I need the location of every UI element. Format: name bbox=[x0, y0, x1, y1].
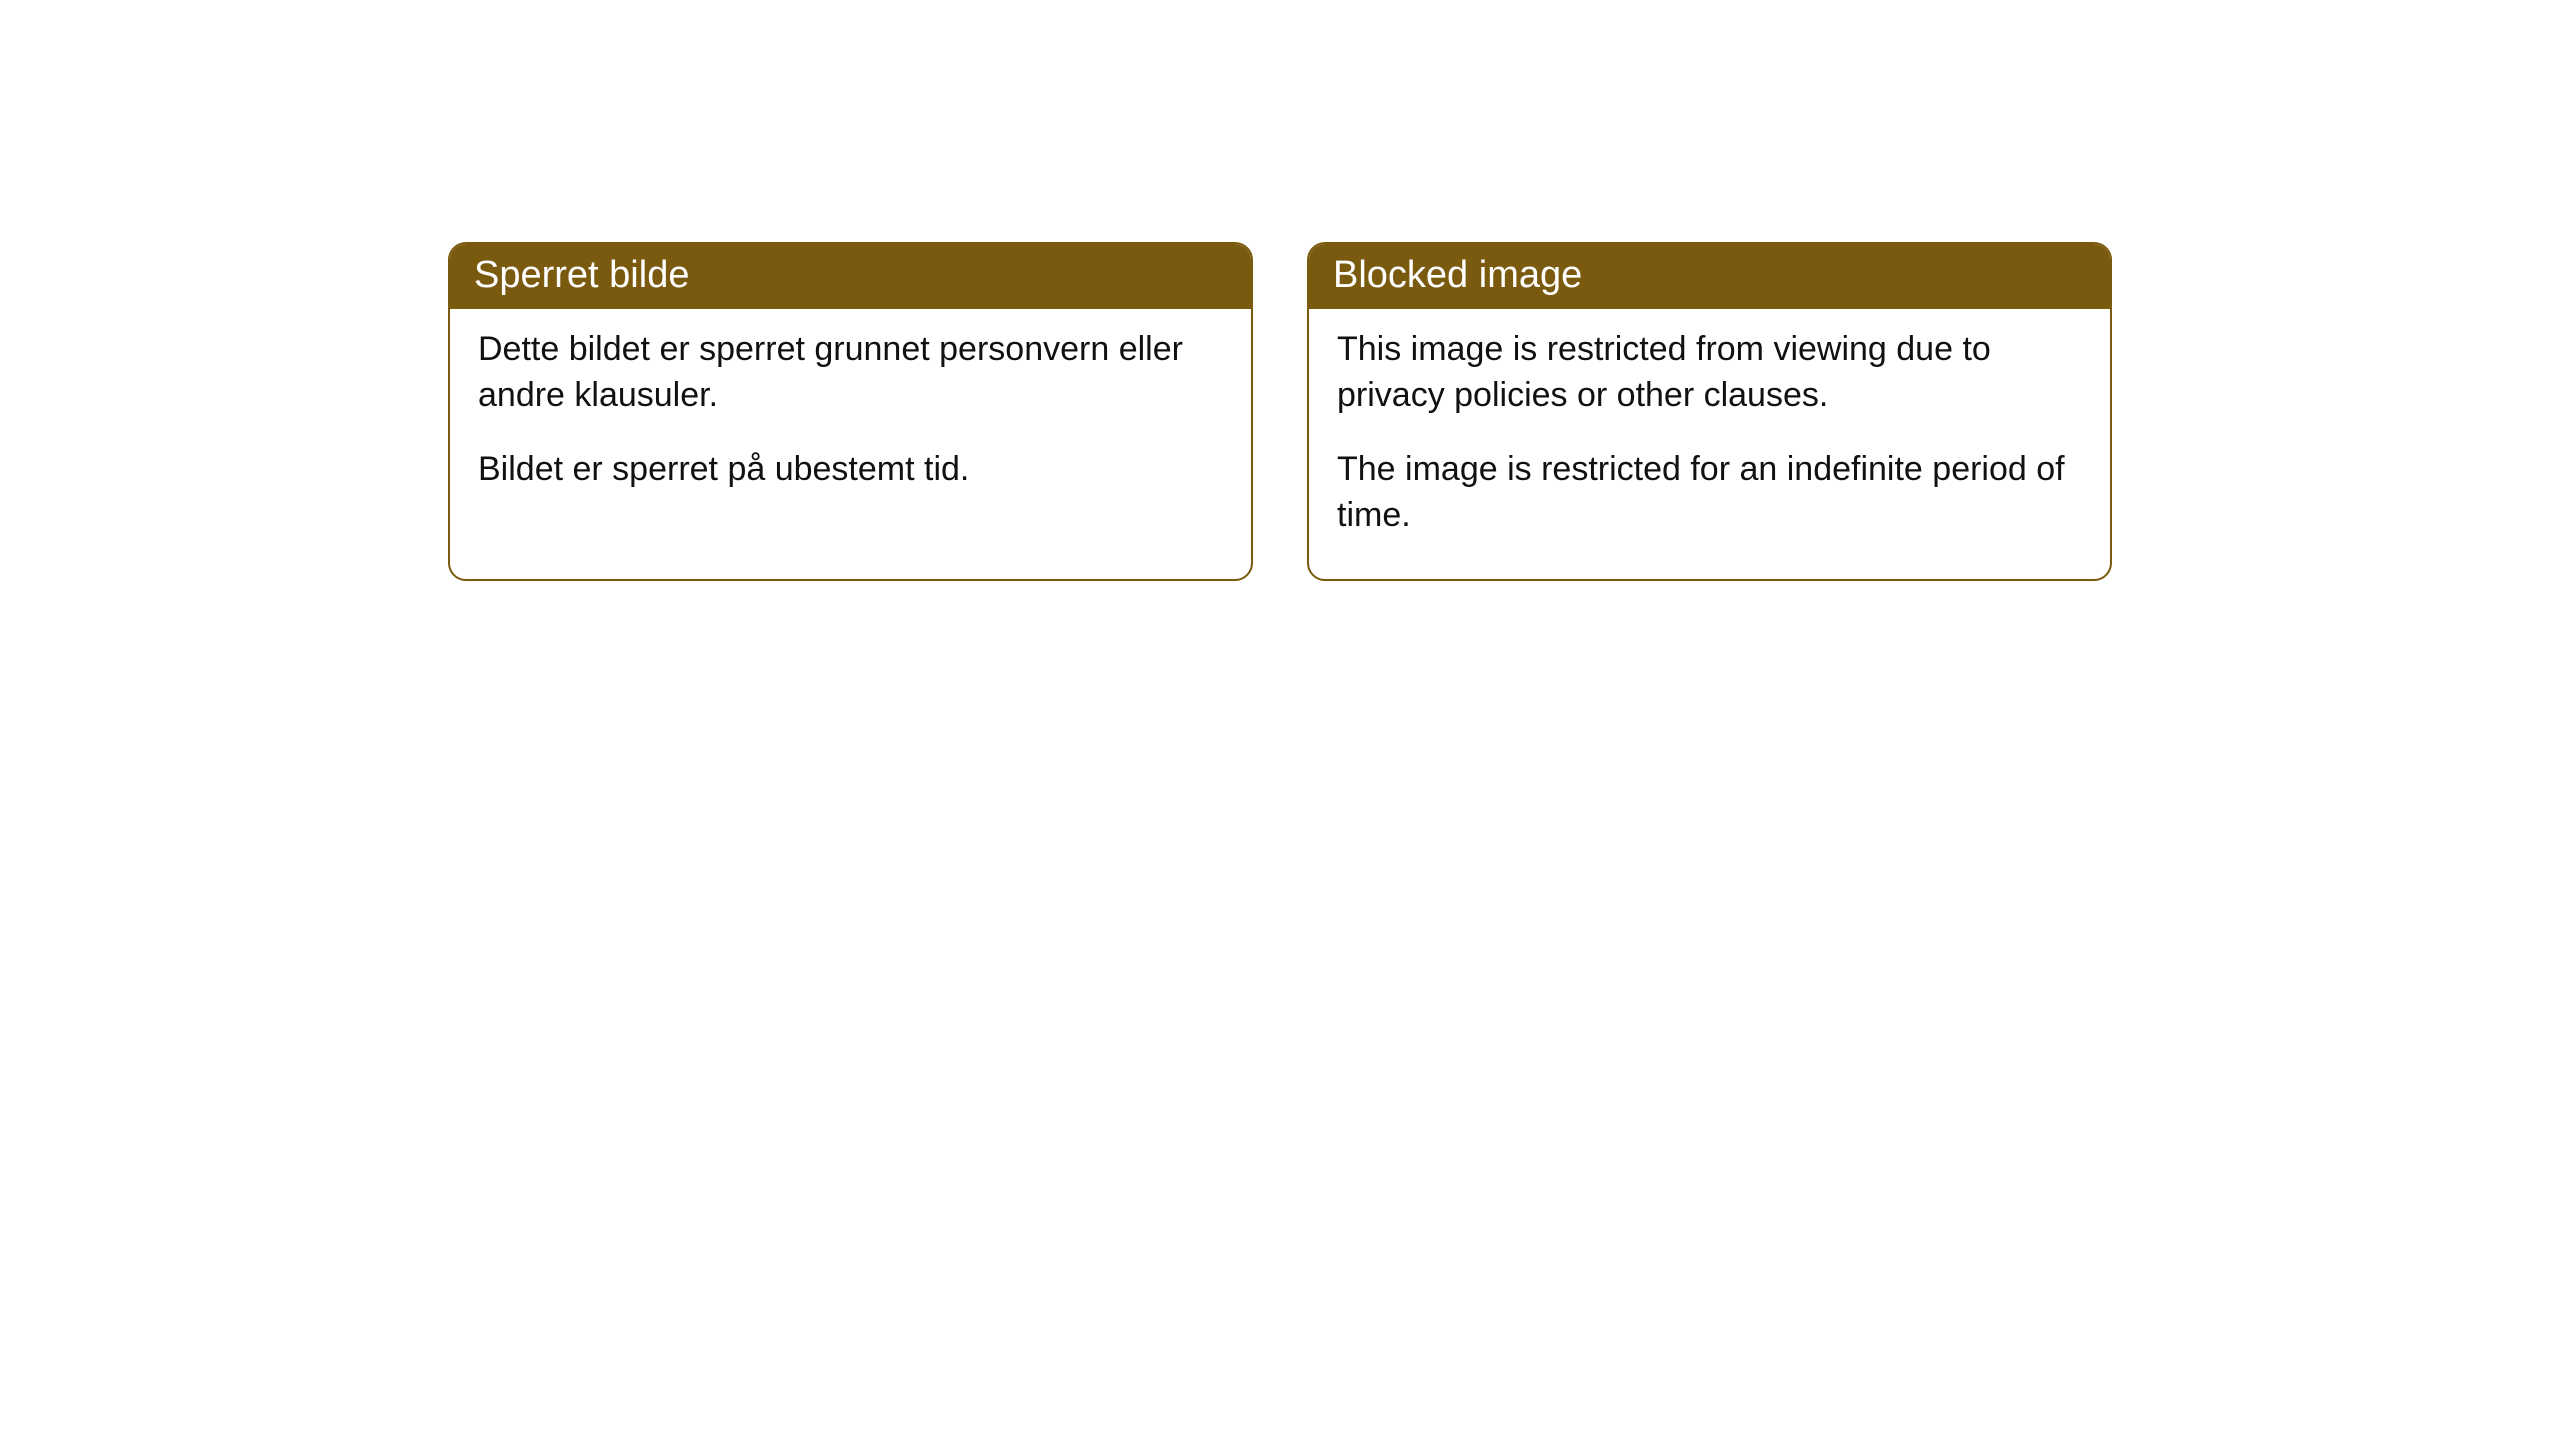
card-paragraph: This image is restricted from viewing du… bbox=[1337, 327, 2082, 419]
card-norwegian: Sperret bilde Dette bildet er sperret gr… bbox=[448, 242, 1253, 581]
cards-container: Sperret bilde Dette bildet er sperret gr… bbox=[0, 0, 2560, 581]
card-english: Blocked image This image is restricted f… bbox=[1307, 242, 2112, 581]
card-header-english: Blocked image bbox=[1309, 244, 2110, 309]
card-paragraph: Dette bildet er sperret grunnet personve… bbox=[478, 327, 1223, 419]
card-paragraph: The image is restricted for an indefinit… bbox=[1337, 447, 2082, 539]
card-body-norwegian: Dette bildet er sperret grunnet personve… bbox=[450, 309, 1251, 533]
card-header-norwegian: Sperret bilde bbox=[450, 244, 1251, 309]
card-body-english: This image is restricted from viewing du… bbox=[1309, 309, 2110, 579]
card-paragraph: Bildet er sperret på ubestemt tid. bbox=[478, 447, 1223, 493]
